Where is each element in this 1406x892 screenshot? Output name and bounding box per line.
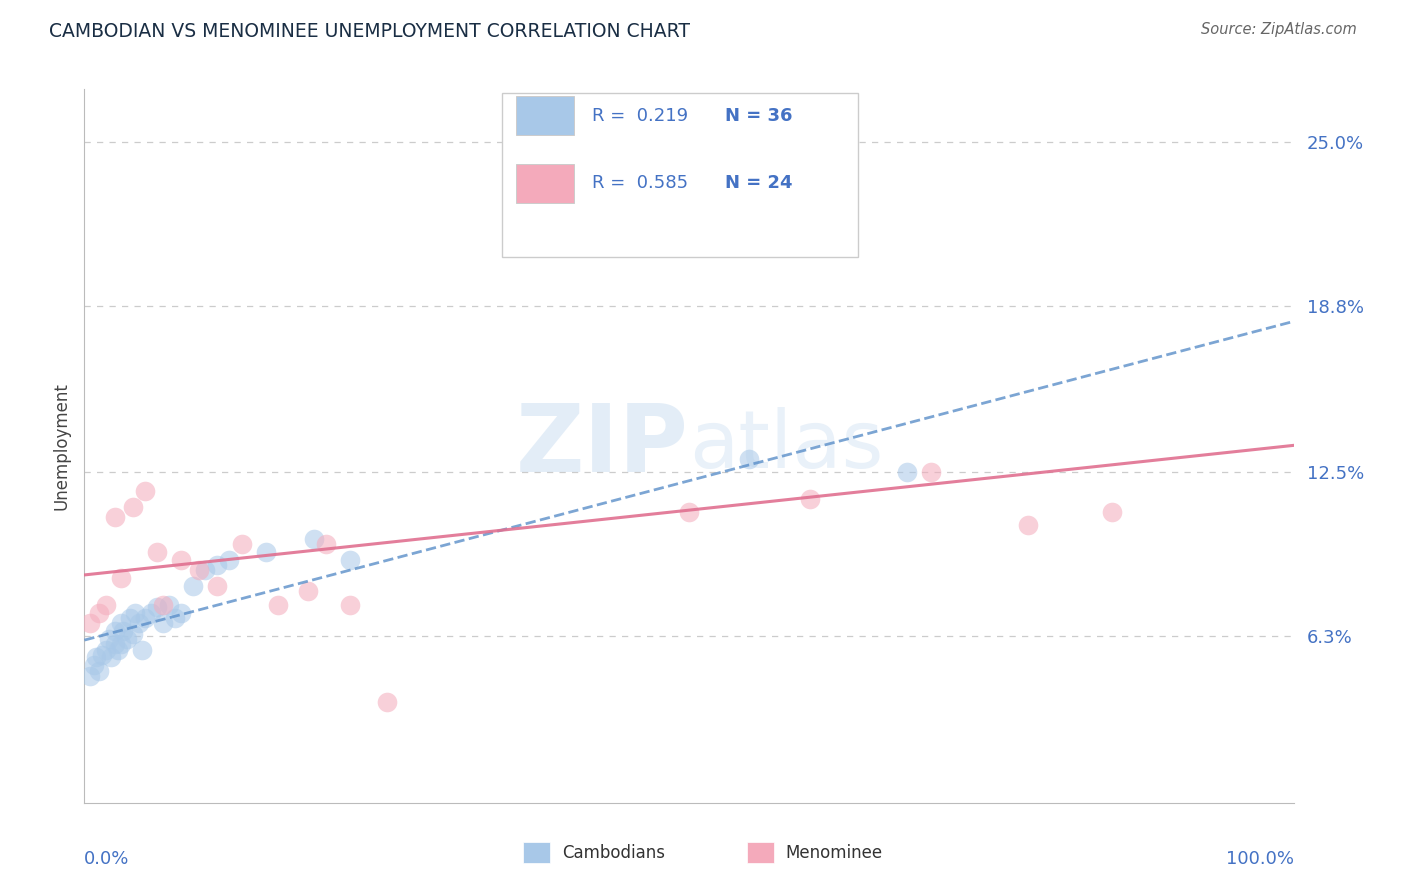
Point — [110, 616, 132, 631]
Text: 0.0%: 0.0% — [84, 850, 129, 869]
Point — [120, 611, 142, 625]
Point — [339, 598, 361, 612]
Point — [87, 606, 110, 620]
Point — [152, 598, 174, 612]
Point — [83, 658, 105, 673]
Point — [104, 624, 127, 638]
Y-axis label: Unemployment: Unemployment — [52, 382, 70, 510]
Point — [87, 664, 110, 678]
Point — [107, 642, 129, 657]
Point — [121, 500, 143, 514]
Point — [152, 616, 174, 631]
Point — [170, 552, 193, 566]
Point — [100, 650, 122, 665]
Point — [121, 626, 143, 640]
Point — [104, 637, 127, 651]
FancyBboxPatch shape — [747, 842, 773, 863]
Point — [920, 466, 942, 480]
Point — [218, 552, 240, 566]
Text: R =  0.219: R = 0.219 — [592, 107, 689, 125]
Point — [157, 598, 180, 612]
Text: CAMBODIAN VS MENOMINEE UNEMPLOYMENT CORRELATION CHART: CAMBODIAN VS MENOMINEE UNEMPLOYMENT CORR… — [49, 22, 690, 41]
Point — [128, 616, 150, 631]
Point — [231, 537, 253, 551]
Point — [112, 624, 135, 638]
Point — [134, 483, 156, 498]
Point — [896, 466, 918, 480]
Point — [194, 563, 217, 577]
Point — [131, 642, 153, 657]
Text: R =  0.585: R = 0.585 — [592, 175, 689, 193]
Point — [110, 637, 132, 651]
Point — [315, 537, 337, 551]
Point — [267, 598, 290, 612]
FancyBboxPatch shape — [502, 93, 858, 257]
Point — [94, 598, 117, 612]
Point — [115, 632, 138, 646]
Point — [302, 532, 325, 546]
Point — [139, 606, 162, 620]
Point — [678, 505, 700, 519]
Point — [94, 642, 117, 657]
Point — [375, 695, 398, 709]
Point — [297, 584, 319, 599]
Point — [146, 545, 169, 559]
Point — [181, 579, 204, 593]
Text: N = 24: N = 24 — [725, 175, 793, 193]
Point — [207, 558, 229, 572]
Text: Menominee: Menominee — [786, 844, 883, 862]
Point — [170, 606, 193, 620]
Point — [91, 648, 114, 662]
Point — [163, 611, 186, 625]
Point — [1017, 518, 1039, 533]
Point — [738, 452, 761, 467]
Text: N = 36: N = 36 — [725, 107, 793, 125]
Point — [134, 611, 156, 625]
Point — [799, 491, 821, 506]
Point — [188, 563, 211, 577]
Point — [79, 616, 101, 631]
Text: ZIP: ZIP — [516, 400, 689, 492]
Text: 100.0%: 100.0% — [1226, 850, 1294, 869]
Text: atlas: atlas — [689, 407, 883, 485]
Point — [1101, 505, 1123, 519]
Point — [86, 650, 108, 665]
FancyBboxPatch shape — [523, 842, 550, 863]
Point — [254, 545, 277, 559]
Point — [207, 579, 229, 593]
FancyBboxPatch shape — [516, 164, 574, 203]
Text: Source: ZipAtlas.com: Source: ZipAtlas.com — [1201, 22, 1357, 37]
Point — [533, 156, 555, 170]
Point — [124, 606, 146, 620]
Point — [110, 571, 132, 585]
Point — [104, 510, 127, 524]
Point — [339, 552, 361, 566]
Point — [146, 600, 169, 615]
Text: Cambodians: Cambodians — [562, 844, 665, 862]
Point — [79, 669, 101, 683]
Point — [97, 632, 120, 646]
FancyBboxPatch shape — [516, 96, 574, 136]
